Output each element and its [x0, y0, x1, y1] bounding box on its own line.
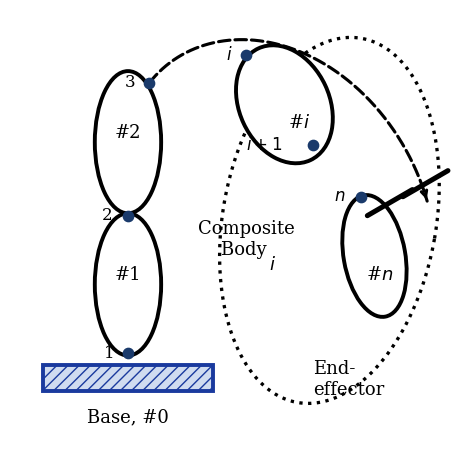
- Point: [146, 79, 153, 87]
- Text: Base, #0: Base, #0: [87, 408, 169, 426]
- Point: [357, 193, 365, 201]
- Text: #2: #2: [115, 124, 141, 142]
- Text: $n$: $n$: [334, 188, 345, 205]
- Point: [124, 212, 132, 219]
- Text: End-
effector: End- effector: [313, 360, 384, 399]
- Text: 1: 1: [104, 345, 114, 362]
- Text: 2: 2: [101, 207, 112, 224]
- Ellipse shape: [342, 195, 407, 317]
- Point: [124, 349, 132, 357]
- Ellipse shape: [236, 46, 333, 163]
- Ellipse shape: [95, 71, 161, 213]
- Text: #1: #1: [115, 266, 141, 284]
- Text: $i$: $i$: [269, 256, 276, 274]
- Ellipse shape: [95, 213, 161, 356]
- Bar: [43, 365, 213, 391]
- Text: Composite
Body: Composite Body: [198, 220, 295, 259]
- Point: [309, 141, 317, 148]
- Text: 3: 3: [125, 74, 136, 91]
- Text: $i$: $i$: [226, 46, 232, 64]
- Point: [242, 51, 249, 58]
- Text: $i+1$: $i+1$: [246, 136, 282, 154]
- Text: #$i$: #$i$: [288, 114, 310, 132]
- Text: #$n$: #$n$: [365, 266, 393, 284]
